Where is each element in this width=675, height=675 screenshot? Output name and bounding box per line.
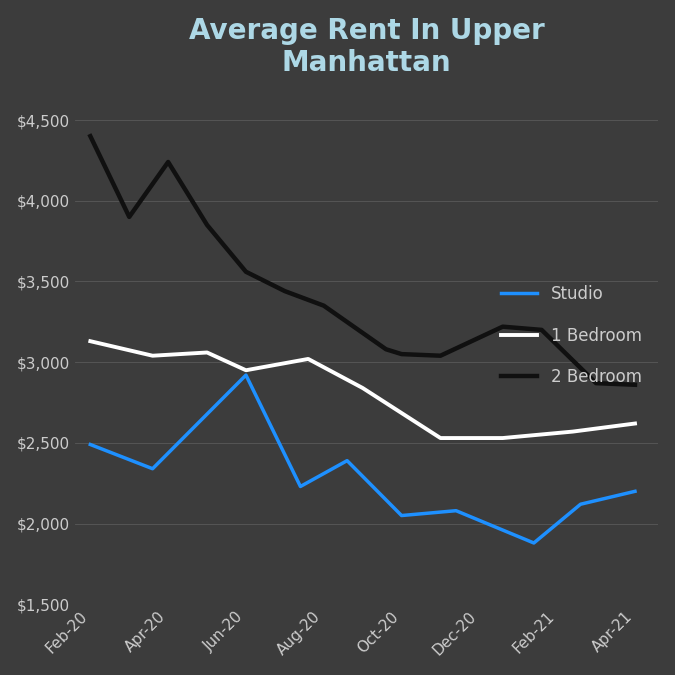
2 Bedroom [86,132,95,140]
2 Bedroom [320,302,328,310]
Studio [242,371,250,379]
Studio [148,464,157,472]
1 Bedroom [499,434,507,442]
2 Bedroom [125,213,133,221]
2 Bedroom [537,326,545,334]
Studio [398,512,406,520]
Studio [452,507,460,515]
1 Bedroom [242,367,250,375]
Line: Studio: Studio [90,375,635,543]
Line: 1 Bedroom: 1 Bedroom [90,341,635,438]
Line: 2 Bedroom: 2 Bedroom [90,136,635,385]
Studio [296,483,304,491]
1 Bedroom [304,355,313,363]
1 Bedroom [437,434,445,442]
1 Bedroom [148,352,157,360]
Studio [86,441,95,449]
1 Bedroom [569,427,577,435]
2 Bedroom [242,268,250,276]
1 Bedroom [358,384,367,392]
Studio [631,487,639,495]
Title: Average Rent In Upper
Manhattan: Average Rent In Upper Manhattan [189,17,545,77]
2 Bedroom [437,352,445,360]
1 Bedroom [203,348,211,356]
2 Bedroom [631,381,639,389]
Studio [343,456,351,464]
2 Bedroom [398,350,406,358]
Studio [530,539,538,547]
Studio [576,500,585,508]
2 Bedroom [382,345,390,353]
2 Bedroom [281,287,289,295]
2 Bedroom [164,158,172,166]
2 Bedroom [203,221,211,229]
2 Bedroom [499,323,507,331]
2 Bedroom [592,379,600,387]
1 Bedroom [86,337,95,345]
1 Bedroom [631,419,639,427]
Legend: Studio, 1 Bedroom, 2 Bedroom: Studio, 1 Bedroom, 2 Bedroom [492,277,650,394]
